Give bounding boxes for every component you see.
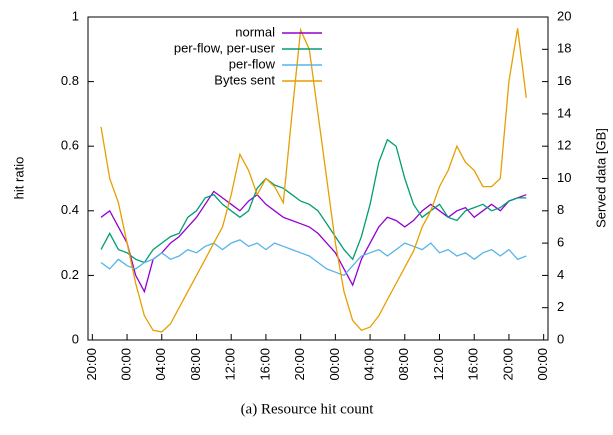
- series-line: [100, 190, 527, 294]
- y2-tick-label: 10: [557, 170, 571, 185]
- x-tick-label: 20:00: [500, 348, 515, 381]
- y2-tick-label: 4: [557, 267, 564, 282]
- x-tick-label: 20:00: [84, 348, 99, 381]
- y-tick-label: 1: [72, 8, 79, 23]
- y-tick-label: 0.2: [61, 267, 79, 282]
- series-line: [100, 27, 527, 333]
- y2-tick-label: 16: [557, 73, 571, 88]
- y-tick-label: 0.6: [61, 138, 79, 153]
- series-line: [100, 239, 527, 277]
- y2-tick-label: 18: [557, 41, 571, 56]
- x-tick-label: 20:00: [292, 348, 307, 381]
- y2-tick-label: 6: [557, 235, 564, 250]
- x-tick-label: 00:00: [535, 348, 550, 381]
- x-tick-label: 00:00: [118, 348, 133, 381]
- x-tick-label: 12:00: [223, 348, 238, 381]
- x-tick-label: 16:00: [257, 348, 272, 381]
- legend-label: Bytes sent: [214, 72, 275, 87]
- y2-axis-label: Served data [GB]: [593, 128, 608, 228]
- x-tick-label: 04:00: [362, 348, 377, 381]
- y2-tick-label: 2: [557, 299, 564, 314]
- x-tick-label: 16:00: [466, 348, 481, 381]
- y2-tick-label: 8: [557, 202, 564, 217]
- x-tick-label: 08:00: [188, 348, 203, 381]
- y-tick-label: 0.8: [61, 73, 79, 88]
- y-tick-label: 0: [72, 331, 79, 346]
- legend-label: normal: [235, 24, 275, 39]
- x-tick-label: 12:00: [431, 348, 446, 381]
- y-axis-label: hit ratio: [11, 157, 26, 200]
- x-tick-label: 08:00: [396, 348, 411, 381]
- x-tick-label: 04:00: [153, 348, 168, 381]
- y-tick-label: 0.4: [61, 202, 79, 217]
- legend-label: per-flow, per-user: [174, 40, 276, 55]
- y2-tick-label: 14: [557, 105, 571, 120]
- series-line: [100, 138, 527, 264]
- y2-tick-label: 12: [557, 138, 571, 153]
- legend-label: per-flow: [229, 56, 276, 71]
- y2-tick-label: 0: [557, 331, 564, 346]
- x-tick-label: 00:00: [327, 348, 342, 381]
- caption: (a) Resource hit count: [241, 401, 375, 417]
- y2-tick-label: 20: [557, 8, 571, 23]
